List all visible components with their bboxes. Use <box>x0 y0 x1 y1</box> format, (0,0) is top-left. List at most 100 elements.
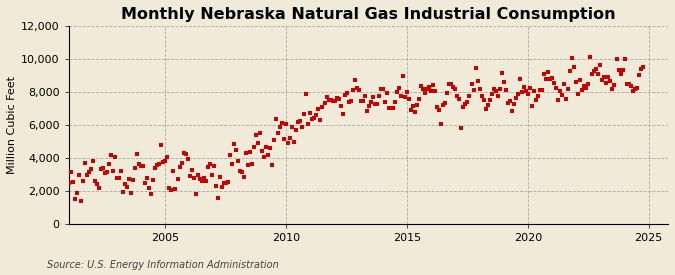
Point <box>565 69 576 73</box>
Point <box>117 190 128 194</box>
Point <box>589 69 600 73</box>
Point <box>154 162 165 167</box>
Point <box>279 136 290 141</box>
Point <box>248 145 259 149</box>
Point <box>518 84 529 89</box>
Point <box>607 87 618 92</box>
Point <box>297 125 308 129</box>
Point <box>196 179 207 183</box>
Point <box>414 97 425 101</box>
Point <box>132 152 142 156</box>
Point <box>238 175 249 180</box>
Point <box>402 90 412 94</box>
Point <box>428 83 439 87</box>
Point <box>172 177 183 181</box>
Point <box>486 92 497 97</box>
Point <box>522 91 533 96</box>
Point <box>315 118 326 122</box>
Point <box>406 108 416 112</box>
Point <box>190 192 201 197</box>
Point <box>625 84 636 88</box>
Point <box>170 186 181 191</box>
Point <box>250 132 261 137</box>
Point <box>217 185 227 189</box>
Point <box>355 99 366 103</box>
Point <box>313 107 324 111</box>
Point <box>623 82 634 86</box>
Point <box>494 86 505 91</box>
Y-axis label: Million Cubic Feet: Million Cubic Feet <box>7 76 17 174</box>
Point <box>508 102 519 107</box>
Point <box>611 57 622 62</box>
Point <box>387 106 398 110</box>
Point <box>371 102 382 106</box>
Point <box>346 99 356 103</box>
Point <box>498 79 509 84</box>
Point <box>617 68 628 72</box>
Point <box>619 57 630 61</box>
Point <box>561 97 572 101</box>
Point <box>398 74 408 78</box>
Point <box>178 151 189 155</box>
Point <box>609 83 620 87</box>
Point <box>583 82 594 86</box>
Point <box>547 76 558 81</box>
Point <box>215 174 225 179</box>
Point <box>514 76 525 81</box>
Point <box>408 104 418 108</box>
Point <box>587 72 598 76</box>
Point <box>373 94 384 98</box>
Point <box>512 92 523 96</box>
Point <box>555 89 566 93</box>
Point <box>504 99 515 103</box>
Point <box>182 156 193 161</box>
Point <box>470 66 481 70</box>
Point <box>450 87 461 91</box>
Point <box>285 135 296 140</box>
Point <box>595 63 605 67</box>
Point <box>76 199 86 204</box>
Point <box>256 149 267 153</box>
Point <box>140 181 151 185</box>
Point <box>456 125 467 130</box>
Point <box>327 99 338 103</box>
Point <box>543 70 554 74</box>
Point <box>404 97 414 101</box>
Point <box>88 158 99 163</box>
Point <box>631 86 642 90</box>
Point <box>357 98 368 103</box>
Point <box>434 108 445 112</box>
Text: Source: U.S. Energy Information Administration: Source: U.S. Energy Information Administ… <box>47 260 279 270</box>
Point <box>488 87 499 92</box>
Point <box>416 84 427 88</box>
Point <box>351 86 362 90</box>
Point <box>553 98 564 103</box>
Point <box>168 169 179 173</box>
Point <box>605 79 616 84</box>
Point <box>539 72 549 76</box>
Point <box>244 150 255 155</box>
Point <box>265 145 275 150</box>
Point <box>344 100 354 104</box>
Point <box>221 181 232 185</box>
Point <box>158 159 169 164</box>
Point <box>115 169 126 174</box>
Point <box>229 142 240 146</box>
Point <box>545 76 556 81</box>
Point <box>289 140 300 144</box>
Point <box>202 164 213 169</box>
Point <box>603 75 614 79</box>
Point <box>627 89 638 94</box>
Point <box>613 68 624 73</box>
Point <box>109 154 120 159</box>
Point <box>526 103 537 108</box>
Point <box>311 113 322 117</box>
Point <box>104 162 115 166</box>
Point <box>269 138 279 142</box>
Point <box>392 90 402 95</box>
Point <box>633 72 644 77</box>
Point <box>367 94 378 99</box>
Point <box>267 163 277 167</box>
Point <box>510 96 521 100</box>
Point <box>156 143 167 147</box>
